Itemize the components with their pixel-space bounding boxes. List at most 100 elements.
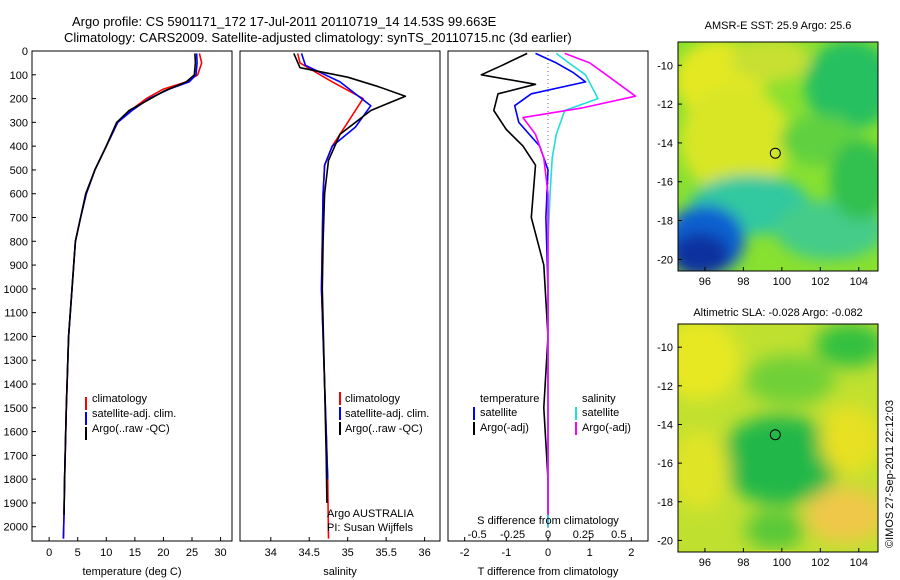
header-line2: Climatology: CARS2009. Satellite-adjuste…: [64, 30, 572, 45]
temperature-legend: climatology satellite-adj. clim. Argo(..…: [85, 393, 176, 440]
depth-tick-label: 1900: [4, 498, 28, 510]
temperature-xlabel: temperature (deg C): [82, 566, 181, 578]
lon-tick-label: 102: [811, 276, 829, 288]
sst-map-title: AMSR-E SST: 25.9 Argo: 25.6: [705, 20, 852, 32]
depth-tick-label: 500: [10, 165, 28, 177]
x-tick-label: 2: [628, 547, 634, 559]
lat-tick-label: -20: [657, 535, 673, 547]
sst-map-axes: 96 98 100 102 104 -10 -12 -14 -16 -18 -20: [657, 60, 868, 288]
sla-map-frame: [677, 323, 879, 553]
depth-tick-label: 1400: [4, 379, 28, 391]
argo-float-pi: PI: Susan Wijffels: [327, 522, 413, 534]
depth-tick-label: 1000: [4, 284, 28, 296]
sla-map-title: Altimetric SLA: -0.028 Argo: -0.082: [693, 307, 862, 319]
legend-climatology: climatology: [345, 393, 401, 405]
legend-t-satellite: satellite: [480, 407, 517, 419]
imos-timestamp: ©IMOS 27-Sep-2011 22:12:03: [884, 400, 896, 548]
x-tick-label: 0: [545, 547, 551, 559]
x-tick-label: 35.5: [375, 547, 396, 559]
s-tick-label: 0.5: [611, 529, 626, 541]
x-tick-label: 0: [46, 547, 52, 559]
legend-s-argo: Argo(-adj): [582, 422, 631, 434]
lat-tick-label: -20: [657, 254, 673, 266]
series-t-satellite: [513, 52, 587, 527]
lat-tick-label: -12: [657, 99, 673, 111]
x-tick-label: 5: [75, 547, 81, 559]
argo-float-program: Argo AUSTRALIA: [327, 508, 414, 520]
lat-tick-label: -18: [657, 216, 673, 228]
sla-map-axes: 96 98 100 102 104 -10 -12 -14 -16 -18 -20: [657, 342, 868, 569]
lon-tick-label: 96: [699, 276, 711, 288]
lat-tick-label: -12: [657, 381, 673, 393]
lon-tick-label: 98: [737, 557, 749, 569]
legend-climatology: climatology: [92, 393, 148, 405]
t-difference-x-axis: -2 -1 0 1 2: [460, 537, 634, 559]
lat-tick-label: -10: [657, 60, 673, 72]
depth-tick-label: 1300: [4, 355, 28, 367]
sst-map-frame: [677, 41, 879, 272]
depth-tick-label: 100: [10, 70, 28, 82]
lat-tick-label: -14: [657, 419, 673, 431]
x-tick-label: 10: [100, 547, 112, 559]
series-climatology: [62, 53, 203, 539]
salinity-x-axis: 34 34.5 35 35.5 36: [265, 537, 431, 559]
legend-argo: Argo(..raw -QC): [345, 423, 423, 435]
lon-tick-label: 100: [773, 557, 791, 569]
x-tick-label: 1: [587, 547, 593, 559]
salinity-xlabel: salinity: [323, 566, 357, 578]
x-tick-label: 30: [214, 547, 226, 559]
difference-profiles: [480, 51, 637, 541]
depth-tick-label: 900: [10, 260, 28, 272]
s-tick-label: 0.25: [573, 529, 594, 541]
s-tick-label: -0.25: [500, 529, 525, 541]
depth-tick-label: 0: [22, 46, 28, 58]
lat-tick-label: -18: [657, 497, 673, 509]
lat-tick-label: -14: [657, 138, 673, 150]
depth-tick-label: 200: [10, 94, 28, 106]
depth-axis: 0 100 200 300 400 500 600 700 800 900 1000 1100 1200…: [4, 46, 36, 534]
t-difference-xlabel: T difference from climatology: [478, 566, 619, 578]
series-climatology: [296, 53, 364, 539]
legend-t-argo: Argo(-adj): [480, 422, 529, 434]
sla-map-panel: Altimetric SLA: -0.028 Argo: -0.082 96 98…: [657, 307, 879, 569]
depth-tick-label: 800: [10, 236, 28, 248]
depth-tick-label: 2000: [4, 522, 28, 534]
lon-tick-label: 96: [699, 557, 711, 569]
temperature-x-axis: 0 5 10 15 20 25 30: [46, 537, 227, 559]
series-argo-raw-qc: [63, 53, 197, 515]
s-difference-x-axis: -0.5 -0.25 0 0.25 0.5: [468, 529, 627, 541]
series-t-argo-adj: [480, 52, 549, 515]
salinity-axes-frame: [239, 50, 441, 542]
depth-tick-label: 1500: [4, 403, 28, 415]
temperature-axes-frame: [31, 50, 233, 542]
sst-map-panel: AMSR-E SST: 25.9 Argo: 25.6 96 98 100 102 10…: [657, 20, 879, 288]
s-difference-xlabel: S difference from climatology: [477, 515, 619, 527]
depth-tick-label: 1200: [4, 331, 28, 343]
legend-satellite-adj: satellite-adj. clim.: [92, 408, 176, 420]
difference-legend: temperature satellite Argo(-adj) salinit…: [473, 393, 631, 435]
lat-tick-label: -16: [657, 458, 673, 470]
sla-field: [678, 324, 878, 552]
x-tick-label: 35: [342, 547, 354, 559]
x-tick-label: 25: [186, 547, 198, 559]
series-argo-raw-qc: [293, 53, 407, 503]
lon-tick-label: 104: [850, 557, 868, 569]
depth-tick-label: 1700: [4, 450, 28, 462]
x-tick-label: 34.5: [299, 547, 320, 559]
legend-satellite-adj: satellite-adj. clim.: [345, 408, 429, 420]
series-satellite-adj-clim: [62, 53, 198, 539]
sst-field: [678, 42, 878, 271]
lon-tick-label: 100: [773, 276, 791, 288]
series-s-satellite: [547, 52, 599, 527]
lon-tick-label: 102: [811, 557, 829, 569]
depth-tick-label: 700: [10, 213, 28, 225]
legend-salinity-heading: salinity: [582, 393, 616, 405]
depth-tick-label: 300: [10, 117, 28, 129]
legend-s-satellite: satellite: [582, 407, 619, 419]
depth-tick-label: 1600: [4, 427, 28, 439]
lat-tick-label: -16: [657, 177, 673, 189]
argo-position-marker: [769, 429, 781, 441]
x-tick-label: -2: [460, 547, 470, 559]
salinity-profiles: [293, 53, 407, 539]
